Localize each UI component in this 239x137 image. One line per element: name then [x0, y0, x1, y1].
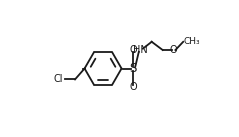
Text: HN: HN	[133, 45, 148, 55]
Text: S: S	[130, 62, 137, 75]
Text: CH₃: CH₃	[184, 37, 201, 46]
Text: Cl: Cl	[53, 75, 63, 84]
Text: O: O	[129, 82, 137, 92]
Text: O: O	[129, 45, 137, 55]
Text: O: O	[170, 45, 177, 55]
